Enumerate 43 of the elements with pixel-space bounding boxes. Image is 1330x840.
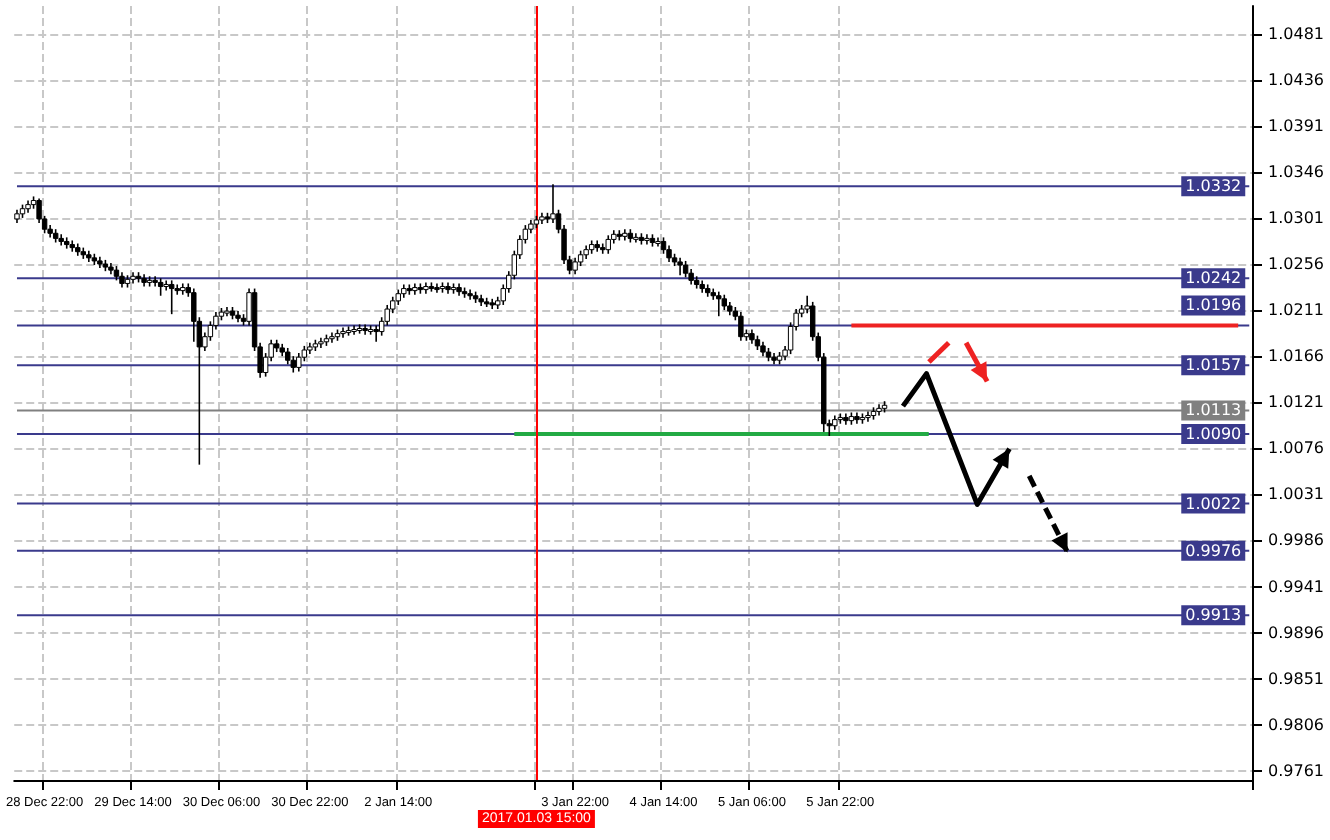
candlestick: [605, 234, 611, 255]
candlestick: [716, 290, 722, 318]
y-tick-label: 1.0346: [1268, 162, 1325, 181]
y-tick-label: 1.0391: [1268, 116, 1325, 135]
candlestick: [362, 323, 368, 336]
y-tick-label: 1.0031: [1268, 485, 1325, 504]
y-tick-label: 1.0256: [1268, 255, 1325, 273]
ref-line-label: 0.9976: [1185, 541, 1242, 560]
ref-line-label: 1.0090: [1185, 424, 1242, 443]
candlestick: [738, 311, 744, 342]
ref-line-label: 1.0157: [1185, 356, 1242, 375]
y-tick-label: 1.0166: [1268, 347, 1325, 366]
candlestick: [296, 352, 302, 373]
candlestick: [163, 279, 169, 292]
y-tick-label: 1.0301: [1268, 208, 1325, 227]
candlestick: [434, 282, 440, 294]
candlestick: [644, 233, 650, 246]
y-tick-label: 0.9941: [1268, 577, 1325, 596]
y-tick-label: 0.9986: [1268, 531, 1325, 550]
candlestick: [633, 232, 639, 244]
y-tick-label: 1.0481: [1268, 24, 1325, 43]
candlestick: [655, 236, 661, 248]
y-tick-label: 1.0436: [1268, 70, 1325, 89]
candlestick: [340, 326, 346, 339]
candlestick: [550, 183, 556, 224]
ref-line-label: 1.0242: [1185, 269, 1242, 288]
ref-line-label: 0.9913: [1185, 606, 1242, 625]
ref-line-label: 1.0332: [1185, 177, 1242, 196]
candlestick: [373, 324, 379, 343]
y-tick-label: 1.0211: [1268, 301, 1325, 320]
candlestick: [351, 324, 357, 336]
y-tick-label: 1.0076: [1268, 439, 1325, 458]
candlestick: [152, 275, 158, 288]
ref-line-label: 1.0113: [1185, 401, 1242, 420]
legend-label: 1.0196: [1185, 296, 1242, 315]
y-tick-label: 0.9761: [1268, 761, 1325, 780]
y-tick-label: 0.9896: [1268, 623, 1325, 642]
y-tick-label: 1.0121: [1268, 393, 1325, 412]
candlestick: [169, 279, 175, 315]
y-tick-label: 0.9851: [1268, 669, 1325, 688]
candlestick: [865, 410, 871, 423]
ref-line-label: 1.0022: [1185, 494, 1242, 513]
y-tick-label: 0.9806: [1268, 715, 1325, 734]
